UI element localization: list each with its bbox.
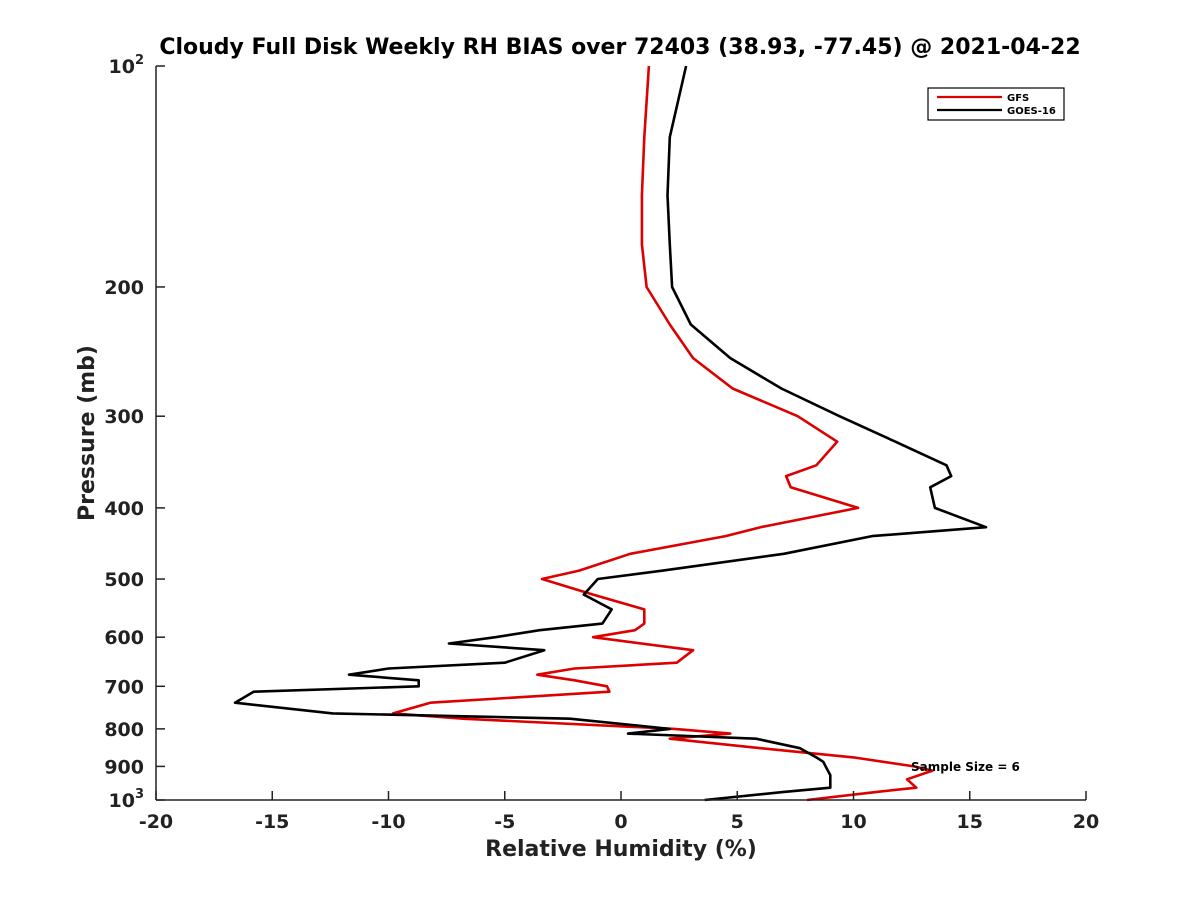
y-tick-label: 800: [104, 719, 144, 741]
y-tick-label: 900: [104, 756, 144, 778]
x-tick-label: -20: [139, 811, 173, 833]
legend-label-gfs: GFS: [1007, 93, 1029, 104]
series-group: [233, 65, 988, 802]
y-tick-label: 700: [104, 676, 144, 698]
sample-size-annotation: Sample Size = 6: [911, 760, 1020, 774]
x-tick-label: 5: [731, 811, 744, 833]
y-axis-label: Pressure (mb): [75, 345, 100, 521]
x-tick-label: 10: [840, 811, 866, 833]
x-tick-label: -10: [371, 811, 405, 833]
series-line-goes-16: [233, 65, 988, 802]
y-tick-label: 500: [104, 569, 144, 591]
x-tick-label: 0: [614, 811, 627, 833]
y-tick-base: 10: [109, 790, 135, 812]
y-tick-label-power: 102: [109, 53, 145, 78]
y-tick-exponent: 3: [135, 787, 144, 802]
x-tick-label: -15: [255, 811, 289, 833]
x-tick-label: -5: [494, 811, 515, 833]
x-ticks: -20 -15 -10 -5 0 5 10 15 20: [139, 791, 1099, 833]
plot-area: -20 -15 -10 -5 0 5 10 15 20 10220030040050060070…: [104, 53, 1099, 833]
chart-title: Cloudy Full Disk Weekly RH BIAS over 724…: [159, 35, 1080, 60]
x-axis-label: Relative Humidity (%): [485, 837, 757, 862]
legend-box: [927, 87, 1065, 121]
y-tick-label: 300: [104, 406, 144, 428]
x-tick-label: 15: [957, 811, 983, 833]
y-tick-base: 10: [109, 56, 135, 78]
x-tick-label: 20: [1073, 811, 1099, 833]
legend-label-goes16: GOES-16: [1007, 106, 1056, 117]
legend: GFS GOES-16: [927, 87, 1065, 121]
y-tick-label: 400: [104, 498, 144, 520]
y-tick-label: 200: [104, 277, 144, 299]
y-tick-label: 600: [104, 627, 144, 649]
y-tick-exponent: 2: [135, 53, 144, 68]
series-line-gfs: [391, 65, 934, 802]
y-tick-label-power: 103: [109, 787, 145, 812]
